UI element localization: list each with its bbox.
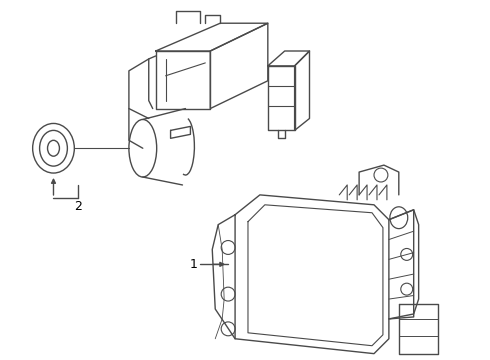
Text: 1: 1 <box>190 258 197 271</box>
Text: 2: 2 <box>74 200 82 213</box>
